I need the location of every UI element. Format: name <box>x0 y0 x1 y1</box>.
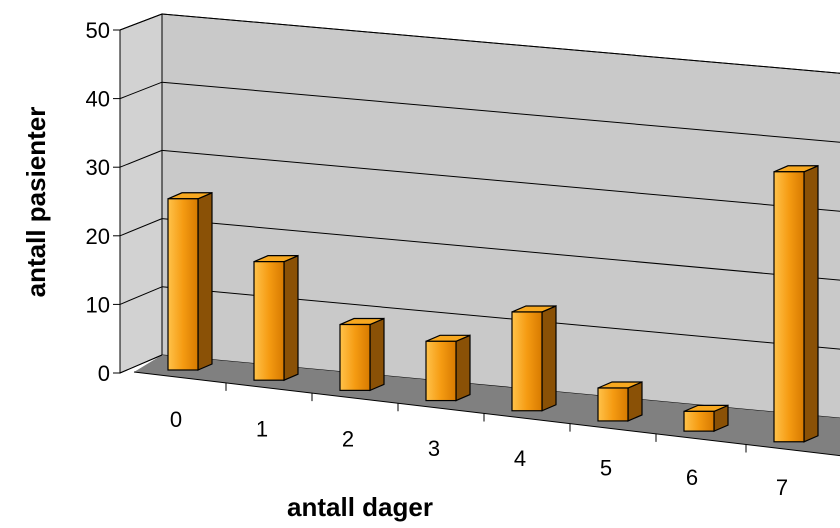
bar-front-4 <box>511 311 543 412</box>
bar-front-3 <box>425 340 457 402</box>
bar-front-6 <box>683 410 715 432</box>
bar-side-1 <box>283 254 299 382</box>
axes <box>113 29 840 457</box>
side-gridline-0 <box>119 354 163 374</box>
bar-front-2 <box>339 323 371 391</box>
y-tick-label-50: 50 <box>86 18 110 43</box>
y-tick-labels: 0 10 20 30 40 50 <box>86 18 110 386</box>
x-axis-line <box>133 371 840 457</box>
bar-6 <box>683 404 729 433</box>
gridline-30 <box>161 149 840 212</box>
side-gridline-30 <box>119 149 163 168</box>
bar-side-0 <box>197 191 213 371</box>
bar-7 <box>773 164 819 443</box>
x-tick-label-4: 4 <box>514 446 526 471</box>
side-gridline-10 <box>119 286 163 305</box>
bar-front-1 <box>253 261 285 381</box>
bar-front-0 <box>167 198 199 371</box>
chart-walls <box>119 13 840 456</box>
x-tick-label-5: 5 <box>600 456 612 481</box>
gridline-40 <box>161 81 840 143</box>
side-gridline-50 <box>119 13 163 31</box>
bar-front-7 <box>773 171 805 443</box>
x-tick-label-1: 1 <box>256 417 268 442</box>
bar-side-7 <box>803 164 819 443</box>
x-tick-label-6: 6 <box>686 465 698 490</box>
bar-front-5 <box>597 387 629 422</box>
y-tick-label-40: 40 <box>86 87 110 112</box>
side-gridline-20 <box>119 218 163 237</box>
bar-0 <box>167 191 213 371</box>
y-tick-label-0: 0 <box>98 361 110 386</box>
gridline-20 <box>161 218 840 281</box>
bar-1 <box>253 254 299 382</box>
bar-3 <box>425 334 471 402</box>
x-tick-label-0: 0 <box>170 407 182 432</box>
y-axis-title: antall pasienter <box>21 107 51 298</box>
y-tick-label-20: 20 <box>86 224 110 249</box>
x-tick-label-2: 2 <box>342 426 354 451</box>
gridline-50 <box>161 13 840 74</box>
x-axis-title: antall dager <box>287 492 433 522</box>
bar-side-2 <box>369 317 385 392</box>
y-tick-label-30: 30 <box>86 155 110 180</box>
bars <box>167 164 819 443</box>
floor <box>134 355 840 456</box>
side-gridline-40 <box>119 81 163 100</box>
side-wall <box>119 13 163 374</box>
y-tick-label-10: 10 <box>86 292 110 317</box>
bar-2 <box>339 317 385 392</box>
x-tick-label-3: 3 <box>428 436 440 461</box>
bar-5 <box>597 381 643 422</box>
bar-side-4 <box>541 305 557 412</box>
x-tick-labels: 0 1 2 3 4 5 6 7 <box>170 407 788 500</box>
bar-side-3 <box>455 334 471 402</box>
bar-side-5 <box>627 381 643 422</box>
x-tick-label-7: 7 <box>776 475 788 500</box>
bar-4 <box>511 305 557 412</box>
